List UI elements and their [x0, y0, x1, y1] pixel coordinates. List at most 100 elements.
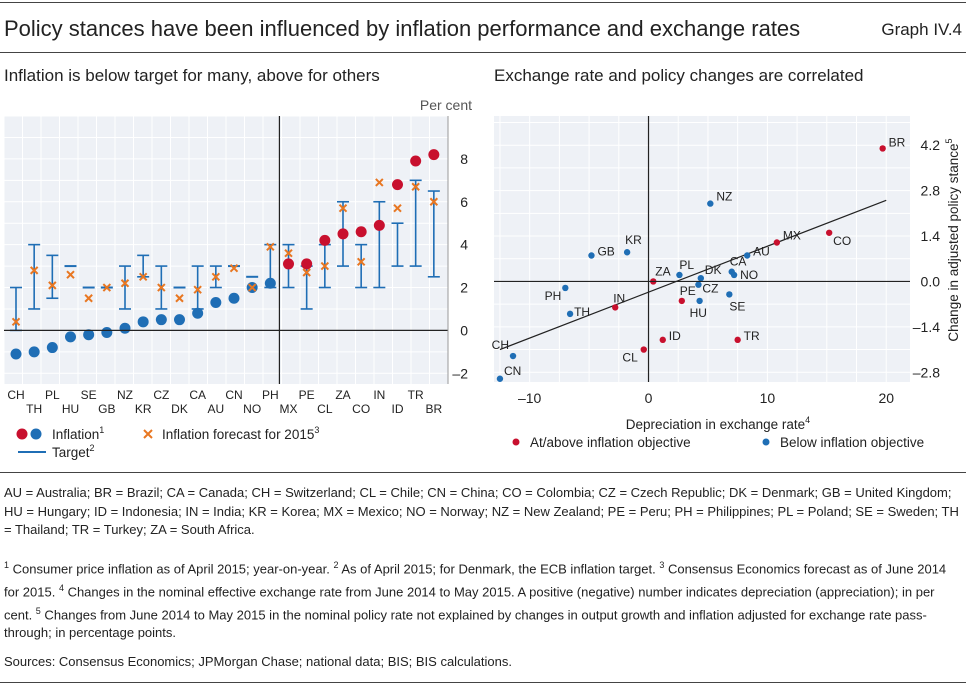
x-tick-label: PH — [262, 388, 279, 402]
y-tick-label: 2 — [460, 280, 468, 296]
scatter-point — [697, 274, 705, 282]
scatter-point — [640, 346, 647, 353]
x-tick-label: 20 — [878, 390, 894, 406]
legend-inflation-red-dot — [16, 428, 28, 440]
x-tick-label: BR — [425, 402, 442, 416]
forecast-cross — [266, 242, 275, 251]
forecast-cross — [338, 203, 348, 213]
x-tick-label: PE — [299, 388, 315, 402]
inflation-dot — [319, 234, 331, 246]
inflation-axes: –2 0 2 4 6 8 CHTHPLHUSEGBNZKRCZDKCAAUCNNOPHMXP… — [4, 116, 468, 416]
forecast-cross — [356, 257, 366, 266]
exchange-ylabel: Change in adjusted policy stance5 — [944, 138, 961, 341]
y-tick-label: –2.8 — [913, 364, 940, 380]
inflation-dot — [28, 346, 40, 358]
left-panel-title: Inflation is below target for many, abov… — [4, 66, 380, 85]
footnote-number: 4 — [58, 582, 64, 593]
forecast-cross — [102, 283, 112, 292]
exchange-marks: BR CO MX ZA PE IN ID CL TR NZ KR GB PL DK CZ CA AU NO SE HU… — [492, 135, 906, 382]
footnote-text: Changes in the nominal effective exchang… — [4, 584, 935, 622]
inflation-dot — [137, 316, 149, 328]
scatter-point — [730, 271, 738, 279]
legend-forecast-label: Inflation forecast for 20153 — [162, 425, 319, 442]
point-label: IN — [613, 291, 625, 305]
inflation-dot — [301, 258, 313, 270]
x-tick-label: CL — [317, 402, 333, 416]
footnote-number: 2 — [333, 560, 339, 570]
scatter-point — [696, 297, 703, 305]
x-tick-label: IN — [373, 388, 385, 402]
x-tick-label: AU — [207, 402, 224, 416]
x-tick-label: HU — [62, 402, 79, 416]
point-label: PL — [679, 258, 694, 272]
inflation-dot — [101, 327, 113, 339]
point-label: PH — [545, 289, 562, 303]
scatter-point — [726, 291, 733, 298]
scatter-point — [773, 239, 781, 246]
forecast-cross — [157, 283, 166, 292]
x-tick-label: DK — [171, 402, 188, 416]
point-label: ZA — [655, 264, 670, 278]
point-label: CN — [504, 364, 521, 378]
legend-inflation-blue-dot — [30, 428, 42, 440]
exchange-legend: At/above inflation objective Below infla… — [512, 435, 924, 450]
forecast-cross — [120, 279, 130, 288]
inflation-chart: –202468CHTHPLHUSEGBNZKRCZDKCAAUCNNOPHMXP… — [3, 97, 472, 416]
x-tick-label: 10 — [760, 390, 776, 406]
scatter-point — [825, 229, 833, 236]
point-label: AU — [753, 244, 770, 258]
bottom-rule — [0, 682, 966, 683]
graph-number: Graph IV.4 — [881, 20, 962, 39]
forecast-cross — [84, 294, 93, 303]
forecast-cross — [211, 272, 221, 282]
point-label: MX — [783, 229, 801, 243]
exchange-rate-chart: BR CO MX ZA PE IN ID CL TR NZ KR GB PL DK CZ CA AU NO SE HU… — [492, 116, 961, 432]
forecast-cross — [229, 264, 239, 273]
inflation-dot — [192, 307, 204, 319]
x-tick-label: CN — [225, 388, 242, 402]
exchange-plot-area — [494, 116, 910, 382]
forecast-cross — [284, 249, 293, 258]
inflation-dot — [119, 322, 131, 334]
forecast-cross — [320, 261, 330, 271]
inflation-dot — [174, 314, 185, 326]
inflation-dot — [283, 258, 294, 270]
footnote-text: As of April 2015; for Denmark, the ECB i… — [338, 561, 660, 577]
point-label: TH — [574, 305, 590, 319]
forecast-cross — [411, 182, 420, 191]
point-label: CO — [833, 234, 851, 248]
legend-forecast-cross-icon — [143, 429, 153, 439]
x-tick-label: PL — [45, 388, 60, 402]
scatter-point — [562, 284, 569, 292]
forecast-cross — [29, 266, 39, 275]
footnote-text: Consensus Economics forecast as of June … — [4, 561, 947, 600]
x-tick-label: CO — [352, 402, 370, 416]
top-rule — [0, 2, 966, 3]
footnote-number: 3 — [659, 560, 665, 570]
inflation-dot — [228, 292, 240, 304]
point-label: KR — [625, 233, 642, 247]
forecast-cross — [11, 317, 21, 327]
inflation-dot — [65, 331, 76, 343]
x-tick-label: NZ — [117, 388, 133, 402]
x-tick-label: NO — [243, 402, 261, 416]
forecast-cross — [429, 197, 439, 206]
exchange-axes: –2.8 –1.4 0.0 1.4 2.8 4.2 –10 0 10 20 — [494, 116, 940, 406]
scatter-point — [879, 145, 886, 152]
point-label: NO — [740, 268, 758, 282]
inflation-dot — [10, 348, 22, 360]
y-tick-label: 1.4 — [921, 228, 941, 244]
forecast-cross — [66, 270, 75, 279]
x-tick-label: –10 — [518, 390, 542, 406]
forecast-cross — [175, 294, 184, 303]
legend-below-label: Below inflation objective — [780, 435, 924, 450]
forecast-cross — [302, 268, 311, 277]
scatter-point — [695, 281, 702, 288]
charts-canvas: –202468CHTHPLHUSEGBNZKRCZDKCAAUCNNOPHMXP… — [3, 97, 961, 460]
point-label: BR — [889, 135, 906, 149]
legend-target-label: Target2 — [52, 443, 95, 460]
scatter-point — [612, 304, 619, 311]
scatter-point — [659, 336, 666, 344]
footnote-text: Consumer price inflation as of April 201… — [9, 561, 334, 577]
legend-above-label: At/above inflation objective — [530, 435, 691, 450]
